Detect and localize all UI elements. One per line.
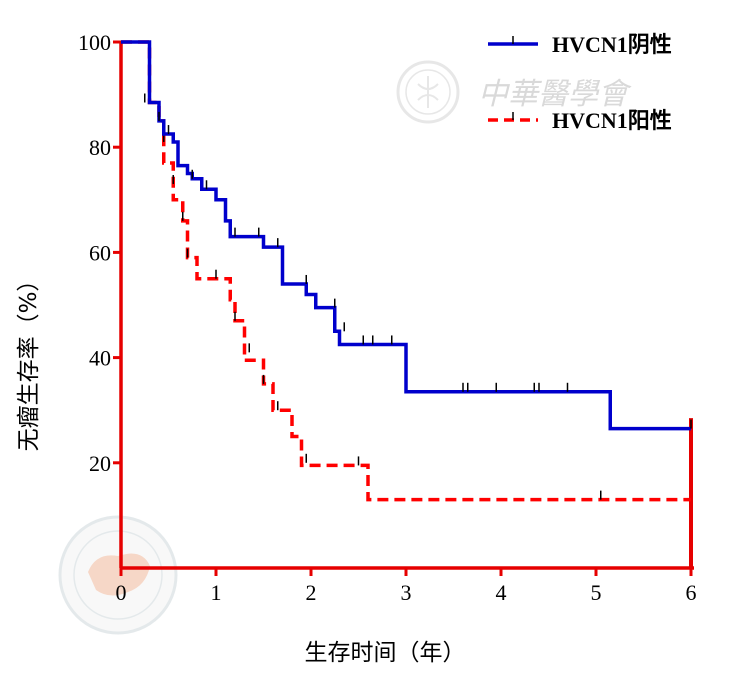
watermark-seal-bottom-icon bbox=[58, 515, 178, 635]
x-tick-label: 2 bbox=[306, 580, 317, 605]
x-tick-label: 0 bbox=[116, 580, 127, 605]
watermark-seal-top-icon bbox=[396, 60, 460, 124]
x-tick-label: 5 bbox=[591, 580, 602, 605]
y-tick-label: 40 bbox=[89, 346, 111, 371]
x-axis-title: 生存时间（年） bbox=[305, 640, 466, 666]
y-axis-ticks: 20 40 60 80 100 bbox=[78, 30, 121, 476]
y-tick-label: 60 bbox=[89, 240, 111, 265]
x-tick-label: 6 bbox=[686, 580, 697, 605]
y-tick-label: 100 bbox=[78, 30, 111, 55]
y-tick-label: 80 bbox=[89, 135, 111, 160]
x-axis-ticks: 0 1 2 3 4 5 6 bbox=[116, 568, 697, 605]
x-tick-label: 4 bbox=[496, 580, 507, 605]
series-layer bbox=[121, 40, 692, 502]
x-tick-label: 3 bbox=[401, 580, 412, 605]
series-negative bbox=[121, 40, 692, 431]
legend-label-negative: HVCN1阴性 bbox=[552, 32, 672, 57]
y-tick-label: 20 bbox=[89, 451, 111, 476]
legend: HVCN1阴性 HVCN1阳性 bbox=[488, 32, 672, 133]
x-tick-label: 1 bbox=[211, 580, 222, 605]
y-axis-title: 无瘤生存率（%） bbox=[16, 269, 42, 452]
watermark-text: 中華醫學會 bbox=[478, 77, 632, 112]
legend-label-positive: HVCN1阳性 bbox=[552, 108, 672, 133]
